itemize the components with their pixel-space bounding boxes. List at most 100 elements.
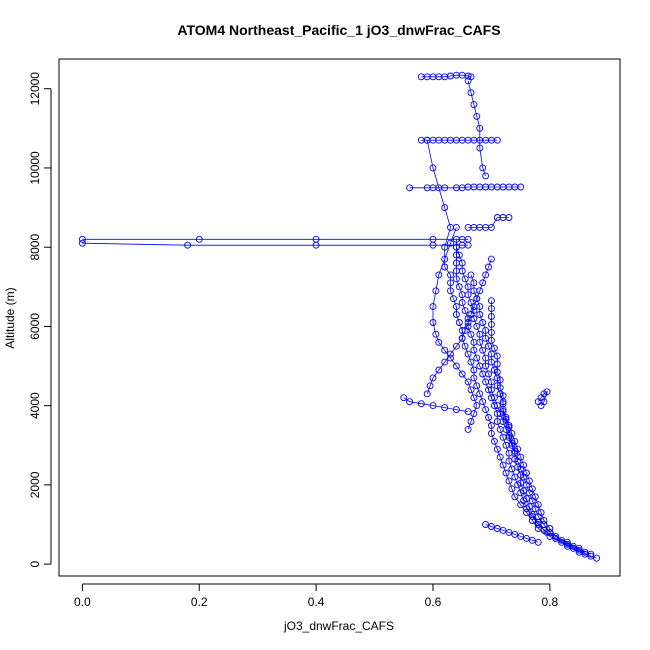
data-point xyxy=(452,275,460,283)
data-point xyxy=(546,525,554,532)
data-point xyxy=(537,509,545,517)
data-point xyxy=(511,530,519,538)
y-tick-label: 10000 xyxy=(28,151,42,185)
data-point xyxy=(467,358,475,366)
data-point xyxy=(429,402,437,410)
data-point xyxy=(493,136,501,144)
data-point xyxy=(312,241,320,249)
data-point xyxy=(479,319,487,326)
data-point xyxy=(452,303,460,311)
data-point xyxy=(467,311,475,318)
data-point xyxy=(523,495,530,503)
series-line xyxy=(470,274,591,555)
data-point xyxy=(505,477,513,485)
data-point xyxy=(487,358,495,366)
data-point xyxy=(496,376,504,384)
data-point xyxy=(563,538,571,546)
data-point xyxy=(479,164,487,172)
data-point xyxy=(452,406,460,414)
data-point xyxy=(435,271,443,279)
series-12 xyxy=(406,183,525,192)
x-tick-label: 0.0 xyxy=(74,595,91,609)
series-line xyxy=(82,242,469,246)
data-point xyxy=(464,378,472,386)
chart-title: ATOM4 Northeast_Pacific_1 jO3_dnwFrac_CA… xyxy=(177,22,500,38)
data-point xyxy=(531,493,539,501)
series-line xyxy=(421,74,472,78)
data-point xyxy=(511,493,519,501)
data-point xyxy=(470,394,478,402)
data-point xyxy=(505,431,513,439)
data-point xyxy=(534,538,542,546)
series-13 xyxy=(464,214,513,231)
data-point xyxy=(441,243,449,251)
data-point xyxy=(458,267,466,275)
data-point xyxy=(528,511,536,519)
data-point xyxy=(461,307,469,315)
data-point xyxy=(470,374,478,382)
y-axis-label: Altitude (m) xyxy=(3,287,17,348)
data-point xyxy=(470,366,478,374)
data-point xyxy=(499,526,507,534)
data-point xyxy=(435,366,443,374)
data-point xyxy=(487,320,495,328)
data-point xyxy=(505,423,513,431)
data-point xyxy=(447,239,454,247)
data-point xyxy=(429,374,437,382)
data-point xyxy=(487,422,495,429)
data-point xyxy=(464,350,472,358)
y-tick-label: 12000 xyxy=(28,72,42,106)
data-point xyxy=(441,255,449,263)
x-tick-label: 0.8 xyxy=(542,595,559,609)
data-point xyxy=(482,271,490,279)
data-point xyxy=(479,346,487,354)
data-point xyxy=(473,295,481,303)
x-tick-label: 0.6 xyxy=(425,595,442,609)
series-17 xyxy=(534,388,551,410)
data-point xyxy=(464,283,472,291)
data-point xyxy=(417,400,425,408)
data-point xyxy=(458,299,466,307)
data-point xyxy=(476,338,484,346)
data-point xyxy=(473,402,481,410)
data-point xyxy=(499,461,507,469)
data-point xyxy=(447,271,454,279)
data-point xyxy=(528,485,536,493)
data-point xyxy=(476,390,484,398)
data-point xyxy=(476,144,484,152)
data-point xyxy=(458,259,466,267)
data-point xyxy=(455,283,463,291)
data-point xyxy=(534,519,542,526)
data-point xyxy=(482,406,490,414)
data-point xyxy=(502,469,510,477)
data-point xyxy=(493,360,501,368)
data-point xyxy=(429,184,437,192)
data-point xyxy=(452,311,460,318)
data-point xyxy=(400,394,408,402)
data-point xyxy=(464,408,472,416)
data-point xyxy=(447,287,454,295)
data-point xyxy=(534,501,542,509)
y-tick-label: 4000 xyxy=(28,392,42,419)
data-point xyxy=(487,305,495,313)
series-15 xyxy=(482,521,542,546)
data-point xyxy=(467,330,475,338)
x-tick-label: 0.4 xyxy=(308,595,325,609)
data-point xyxy=(487,386,495,394)
series-9 xyxy=(78,239,472,249)
data-point xyxy=(587,552,595,560)
series-14 xyxy=(400,394,472,416)
data-point xyxy=(487,523,495,530)
series-layer xyxy=(78,71,601,562)
data-point xyxy=(467,271,475,279)
series-line xyxy=(403,397,469,412)
x-axis: 0.0 0.2 0.4 0.6 0.8 xyxy=(74,583,559,609)
data-point xyxy=(505,214,513,221)
data-point xyxy=(490,344,498,352)
data-point xyxy=(525,503,533,511)
data-point xyxy=(485,370,492,378)
data-point xyxy=(485,342,492,350)
data-point xyxy=(461,342,469,350)
data-point xyxy=(493,352,501,360)
y-tick-label: 8000 xyxy=(28,234,42,261)
